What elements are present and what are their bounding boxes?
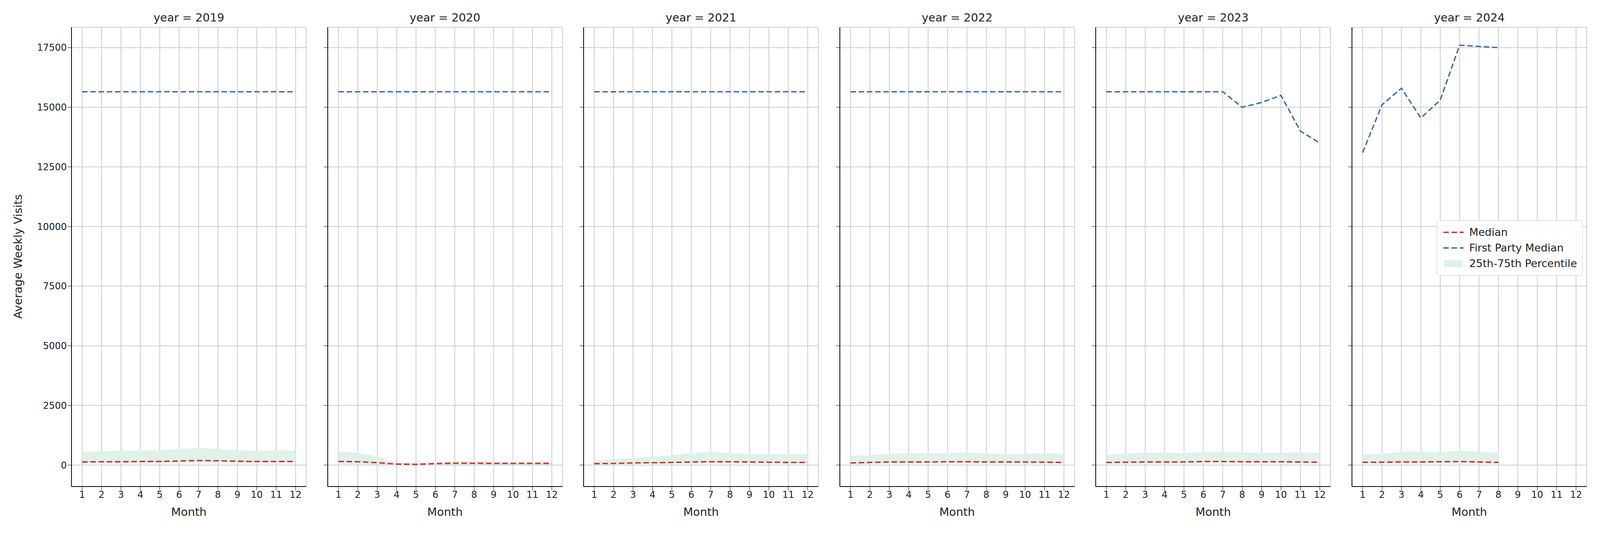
svg-text:11: 11 bbox=[1294, 489, 1307, 501]
svg-text:11: 11 bbox=[782, 489, 795, 501]
html-text:Average Weekly Visits: Average Weekly Visits bbox=[11, 194, 25, 319]
html-text:Month: Month bbox=[171, 505, 207, 519]
svg-text:4: 4 bbox=[905, 489, 912, 501]
svg-text:10000: 10000 bbox=[37, 221, 67, 233]
svg-text:1: 1 bbox=[1103, 489, 1110, 501]
svg-text:8: 8 bbox=[1239, 489, 1246, 501]
svg-text:3: 3 bbox=[1398, 489, 1405, 501]
html-text:Median: Median bbox=[1469, 226, 1508, 239]
svg-text:12: 12 bbox=[1057, 489, 1070, 501]
svg-text:4: 4 bbox=[1417, 489, 1424, 501]
svg-text:1: 1 bbox=[79, 489, 86, 501]
svg-text:0: 0 bbox=[60, 460, 67, 472]
svg-text:10: 10 bbox=[762, 489, 775, 501]
svg-text:15000: 15000 bbox=[37, 101, 67, 113]
svg-text:2500: 2500 bbox=[42, 400, 67, 412]
svg-text:6: 6 bbox=[432, 489, 439, 501]
svg-text:2: 2 bbox=[1378, 489, 1385, 501]
svg-text:5: 5 bbox=[1437, 489, 1443, 501]
html-text:year = 2023: year = 2023 bbox=[1177, 10, 1249, 25]
svg-text:10: 10 bbox=[250, 489, 263, 501]
svg-text:3: 3 bbox=[117, 489, 124, 501]
svg-text:9: 9 bbox=[1002, 489, 1009, 501]
svg-text:9: 9 bbox=[1258, 489, 1265, 501]
svg-text:9: 9 bbox=[490, 489, 497, 501]
html-text:Month: Month bbox=[427, 505, 463, 519]
svg-text:11: 11 bbox=[526, 489, 539, 501]
svg-text:6: 6 bbox=[176, 489, 183, 501]
html-text:Month: Month bbox=[683, 505, 719, 519]
svg-text:2: 2 bbox=[354, 489, 361, 501]
html-text:year = 2019: year = 2019 bbox=[153, 10, 225, 25]
html-text:Month: Month bbox=[1195, 505, 1231, 519]
svg-text:6: 6 bbox=[1200, 489, 1207, 501]
svg-text:17500: 17500 bbox=[37, 42, 67, 54]
svg-text:3: 3 bbox=[630, 489, 636, 501]
svg-text:1: 1 bbox=[847, 489, 854, 501]
svg-text:10: 10 bbox=[1531, 489, 1544, 501]
svg-text:12: 12 bbox=[545, 489, 558, 501]
svg-text:10: 10 bbox=[1275, 489, 1288, 501]
svg-text:4: 4 bbox=[393, 489, 400, 501]
svg-text:8: 8 bbox=[1495, 489, 1502, 501]
svg-text:3: 3 bbox=[374, 489, 381, 501]
svg-text:1: 1 bbox=[1359, 489, 1366, 501]
svg-text:12: 12 bbox=[801, 489, 815, 501]
svg-text:3: 3 bbox=[1142, 489, 1149, 501]
svg-text:8: 8 bbox=[471, 489, 477, 501]
svg-text:7: 7 bbox=[1476, 489, 1483, 501]
svg-text:8: 8 bbox=[727, 489, 734, 501]
svg-text:10: 10 bbox=[1019, 489, 1032, 501]
svg-text:8: 8 bbox=[214, 489, 221, 501]
svg-text:7500: 7500 bbox=[42, 280, 67, 292]
svg-text:11: 11 bbox=[1038, 489, 1051, 501]
svg-text:7: 7 bbox=[195, 489, 202, 501]
svg-text:6: 6 bbox=[688, 489, 695, 501]
svg-text:6: 6 bbox=[944, 489, 951, 501]
svg-text:3: 3 bbox=[886, 489, 893, 501]
svg-text:2: 2 bbox=[1123, 489, 1129, 501]
svg-text:12: 12 bbox=[1569, 489, 1583, 501]
svg-text:7: 7 bbox=[451, 489, 458, 501]
svg-text:4: 4 bbox=[649, 489, 656, 501]
svg-text:4: 4 bbox=[1161, 489, 1168, 501]
svg-text:5: 5 bbox=[669, 489, 675, 501]
svg-text:8: 8 bbox=[983, 489, 990, 501]
svg-text:7: 7 bbox=[1219, 489, 1226, 501]
svg-text:1: 1 bbox=[335, 489, 342, 501]
svg-text:5: 5 bbox=[412, 489, 419, 501]
svg-text:2: 2 bbox=[866, 489, 873, 501]
html-text:Month: Month bbox=[939, 505, 975, 519]
html-text:Month: Month bbox=[1451, 505, 1488, 519]
svg-text:2: 2 bbox=[610, 489, 617, 501]
svg-text:9: 9 bbox=[1514, 489, 1521, 501]
html-text:year = 2020: year = 2020 bbox=[409, 10, 481, 25]
html-text:year = 2022: year = 2022 bbox=[921, 10, 993, 25]
svg-text:5: 5 bbox=[1181, 489, 1188, 501]
html-text:year = 2021: year = 2021 bbox=[665, 10, 737, 25]
svg-text:1: 1 bbox=[591, 489, 598, 501]
svg-text:12500: 12500 bbox=[37, 161, 67, 173]
svg-text:9: 9 bbox=[746, 489, 753, 501]
svg-text:12: 12 bbox=[1314, 489, 1327, 501]
svg-text:5000: 5000 bbox=[42, 340, 67, 352]
html-text:First Party Median: First Party Median bbox=[1469, 241, 1564, 255]
svg-text:12: 12 bbox=[289, 489, 302, 501]
svg-text:11: 11 bbox=[270, 489, 283, 501]
html-text:25th-75th Percentile: 25th-75th Percentile bbox=[1469, 257, 1577, 270]
svg-text:4: 4 bbox=[137, 489, 144, 501]
svg-text:5: 5 bbox=[925, 489, 931, 501]
svg-text:2: 2 bbox=[98, 489, 105, 501]
svg-text:5: 5 bbox=[156, 489, 163, 501]
svg-text:6: 6 bbox=[1456, 489, 1463, 501]
html-text:year = 2024: year = 2024 bbox=[1433, 10, 1505, 25]
svg-text:7: 7 bbox=[963, 489, 970, 501]
svg-text:7: 7 bbox=[707, 489, 714, 501]
svg-text:9: 9 bbox=[234, 489, 241, 501]
svg-text:10: 10 bbox=[507, 489, 520, 501]
svg-text:11: 11 bbox=[1550, 489, 1563, 501]
